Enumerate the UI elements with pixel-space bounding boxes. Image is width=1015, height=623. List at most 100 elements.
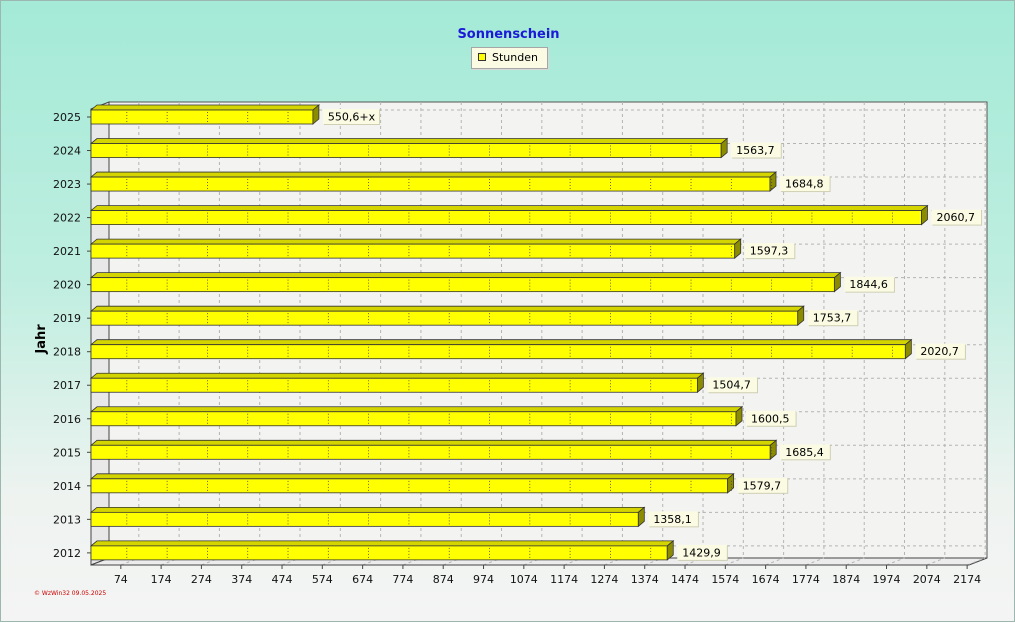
bar-side: [904, 338, 912, 360]
bar-group: 1429,9: [89, 540, 987, 561]
bar-top: [89, 540, 675, 547]
y-tick-label: 2018: [53, 346, 81, 359]
data-label: 2020,7: [920, 345, 959, 358]
x-tick-label: 474: [272, 573, 293, 586]
x-tick-label: 1074: [510, 573, 538, 586]
bar-top: [89, 171, 778, 178]
bar: [90, 143, 722, 158]
data-label: 1429,9: [682, 546, 721, 559]
bar-group: 1597,3: [89, 238, 987, 260]
bar: [90, 109, 314, 125]
y-tick-label: 2019: [53, 312, 81, 325]
bar: [90, 243, 736, 259]
bar-side: [797, 305, 805, 327]
bar-side: [734, 238, 742, 259]
x-tick-label: 1874: [832, 573, 860, 586]
bar-group: 1358,1: [89, 506, 987, 528]
bar: [90, 511, 639, 527]
y-tick-label: 2013: [53, 513, 81, 526]
bar-top: [89, 138, 729, 144]
y-tick-label: 2012: [53, 547, 81, 560]
data-label: 550,6+x: [328, 111, 376, 124]
x-tick-label: 374: [231, 573, 252, 586]
bar-top: [89, 339, 913, 346]
plot-left-wall: [90, 101, 110, 566]
data-label-box: [322, 109, 380, 124]
data-label-box: [744, 243, 795, 259]
bar-side: [312, 104, 320, 125]
data-label: 1579,7: [743, 479, 782, 492]
x-tick-label: 1174: [550, 573, 578, 586]
bar-group: 550,6+x: [89, 104, 987, 125]
bar-group: 1685,4: [89, 439, 987, 461]
data-label-box: [746, 410, 796, 426]
bar: [90, 344, 906, 360]
data-label: 1685,4: [785, 446, 824, 459]
data-label: 2060,7: [936, 211, 975, 224]
bar-group: 2020,7: [89, 338, 987, 360]
x-tick-label: 1674: [752, 573, 780, 586]
chart-title: Sonnenschein: [457, 27, 560, 42]
data-label-box: [844, 276, 894, 292]
y-tick-label: 2016: [53, 413, 81, 426]
bar-group: 1684,8: [89, 171, 987, 193]
x-tick-label: 674: [352, 573, 373, 586]
x-tick-label: 974: [473, 573, 494, 586]
y-axis-title: Jahr: [34, 324, 49, 355]
data-label: 1684,8: [785, 178, 824, 191]
bar-group: 1563,7: [89, 137, 987, 159]
x-tick-label: 274: [191, 573, 212, 586]
y-tick-label: 2015: [53, 446, 81, 459]
y-tick-label: 2014: [53, 480, 81, 493]
y-tick-label: 2020: [53, 279, 81, 292]
bar: [90, 277, 835, 293]
bar-side: [727, 472, 735, 494]
bar: [90, 377, 698, 393]
bar-side: [637, 506, 645, 528]
bar-top: [89, 439, 778, 446]
x-tick-label: 1374: [631, 573, 659, 586]
bar-top: [89, 506, 646, 513]
bar-top: [89, 238, 742, 245]
data-label: 1844,6: [849, 278, 888, 291]
bar: [90, 176, 771, 192]
x-tick-label: 74: [114, 573, 128, 586]
data-label: 1597,3: [750, 245, 789, 258]
data-label-box: [780, 444, 830, 460]
y-tick-label: 2021: [53, 245, 81, 258]
bar-side: [921, 204, 928, 226]
x-tick-label: 774: [392, 573, 413, 586]
bar-group: 1600,5: [89, 405, 987, 427]
x-tick-label: 874: [433, 573, 454, 586]
x-tick-label: 1474: [671, 573, 699, 586]
bar-side: [769, 171, 777, 192]
x-tick-label: 174: [151, 573, 172, 586]
y-tick-label: 2022: [53, 212, 81, 225]
y-tick-label: 2025: [53, 111, 81, 124]
bar-side: [833, 271, 841, 293]
bar-top: [89, 104, 320, 111]
data-label-box: [807, 310, 858, 326]
data-label: 1504,7: [712, 379, 751, 392]
x-tick-label: 574: [312, 573, 333, 586]
data-label: 1358,1: [653, 513, 692, 526]
bar-side: [735, 405, 743, 427]
bar-top: [89, 473, 735, 480]
data-label: 1563,7: [736, 144, 775, 157]
data-label-box: [931, 209, 982, 225]
bar-group: 1504,7: [89, 372, 987, 394]
x-tick-label: 1574: [711, 573, 739, 586]
data-label-box: [737, 477, 788, 493]
bar-side: [696, 372, 704, 394]
x-tick-label: 1274: [590, 573, 618, 586]
bar-group: 2060,7: [89, 204, 987, 226]
legend-label: Stunden: [492, 51, 538, 64]
y-tick-label: 2024: [53, 145, 81, 158]
data-label-box: [677, 544, 727, 560]
bar: [90, 310, 799, 326]
bar-side: [769, 439, 777, 461]
data-label-box: [648, 511, 698, 527]
x-tick-label: 1974: [873, 573, 901, 586]
